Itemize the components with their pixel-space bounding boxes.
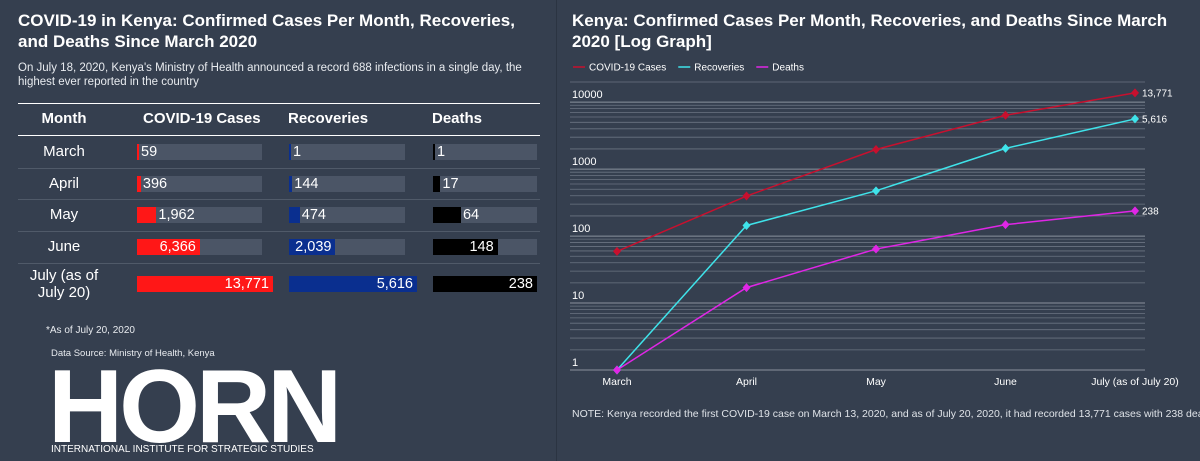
table-bar: [433, 276, 537, 292]
table-bar: [289, 175, 293, 192]
month-cell: May: [49, 206, 79, 223]
table-value: 5,616: [376, 276, 413, 292]
table-bar: [433, 239, 498, 255]
point-marker: [1131, 88, 1139, 98]
footnote: *As of July 20, 2020: [46, 325, 135, 336]
table-bar: [433, 175, 441, 192]
table-bar: [137, 276, 273, 292]
logo-name: HORN: [48, 349, 342, 461]
point-marker: [1001, 143, 1010, 153]
bar-track: [433, 175, 537, 192]
table-value: 2,039: [295, 239, 332, 255]
month-cell: July (as of July 20): [29, 267, 99, 301]
logo-tagline: INTERNATIONAL INSTITUTE FOR STRATEGIC ST…: [51, 444, 314, 455]
table-bar: [433, 207, 461, 223]
month-cell: June: [47, 238, 81, 255]
point-marker: [1001, 110, 1010, 120]
point-marker: [872, 186, 880, 196]
value-label: 5,616: [1142, 115, 1167, 126]
column-header: Deaths: [432, 110, 483, 127]
column-header: Month: [41, 110, 87, 127]
table-bar: [137, 207, 157, 223]
point-marker: [742, 220, 751, 230]
x-tick-label: March: [602, 376, 631, 388]
table-bar: [289, 207, 300, 223]
table-value: 144: [294, 175, 319, 192]
series-line: [616, 118, 1136, 371]
bar-track: [289, 175, 405, 192]
divider: [556, 0, 557, 461]
table-bar: [137, 175, 141, 192]
table-bar: [433, 144, 435, 160]
table-value: 238: [508, 276, 533, 292]
table-bar: [289, 239, 336, 255]
value-label: 238: [1142, 207, 1159, 218]
point-marker: [1131, 114, 1139, 124]
legend-label: Recoveries: [694, 63, 744, 74]
table-value: 148: [469, 239, 494, 255]
table-value: 1: [293, 144, 302, 160]
source: Data Source: Ministry of Health, Kenya: [51, 348, 215, 359]
point-marker: [1131, 206, 1139, 216]
table-header-rule: [18, 135, 540, 136]
subtitle: On July 18, 2020, Kenya's Ministry of He…: [18, 62, 522, 88]
x-tick-label: June: [994, 376, 1017, 388]
y-tick-label: 10: [572, 290, 584, 302]
month-cell: April: [48, 174, 79, 192]
column-header: Recoveries: [288, 110, 369, 127]
table-value: 396: [142, 175, 168, 192]
legend-label: Deaths: [772, 63, 804, 74]
table-value: 6,366: [159, 239, 196, 255]
row-rule: [18, 199, 540, 200]
point-marker: [1001, 220, 1010, 230]
x-tick-label: April: [736, 376, 757, 388]
value-label: 13,771: [1142, 88, 1173, 99]
table-value: 1,962: [158, 207, 195, 223]
x-tick-label: May: [866, 376, 887, 388]
table-value: 17: [442, 175, 459, 192]
y-tick-label: 100: [572, 223, 590, 235]
point-marker: [742, 283, 751, 293]
row-rule: [18, 263, 540, 264]
bar-track: [137, 207, 262, 223]
bar-track: [433, 144, 537, 160]
bar-track: [289, 207, 405, 223]
bar-track: [137, 144, 262, 160]
x-tick-label: July (as of July 20): [1091, 376, 1179, 388]
y-tick-label: 1000: [572, 156, 596, 168]
table-value: 13,771: [224, 276, 269, 292]
column-header: COVID-19 Cases: [143, 110, 261, 127]
point-marker: [872, 244, 880, 254]
table-value: 64: [462, 207, 480, 223]
y-tick-label: 1: [572, 357, 578, 369]
left-title: COVID-19 in Kenya: Confirmed Cases Per M…: [18, 11, 515, 51]
chart-title: Kenya: Confirmed Cases Per Month, Recove…: [572, 11, 1168, 51]
table-bar: [137, 239, 200, 255]
table-bar: [289, 276, 417, 292]
table-value: 1: [437, 144, 446, 160]
row-rule: [18, 231, 540, 232]
table-top-rule: [18, 103, 540, 104]
table-bar: [137, 144, 139, 160]
table-value: 59: [141, 144, 158, 160]
point-marker: [613, 246, 621, 256]
month-cell: March: [43, 143, 85, 160]
series-line: [616, 210, 1136, 371]
table-value: 474: [301, 207, 326, 223]
y-tick-label: 10000: [572, 89, 603, 101]
point-marker: [872, 145, 880, 155]
chart-note: NOTE: Kenya recorded the first COVID-19 …: [572, 408, 1200, 420]
bar-track: [289, 144, 405, 160]
row-rule: [18, 168, 540, 169]
legend-label: COVID-19 Cases: [589, 63, 666, 74]
point-marker: [742, 191, 751, 201]
table-bar: [289, 144, 291, 160]
point-marker: [613, 365, 621, 375]
bar-track: [137, 175, 262, 192]
